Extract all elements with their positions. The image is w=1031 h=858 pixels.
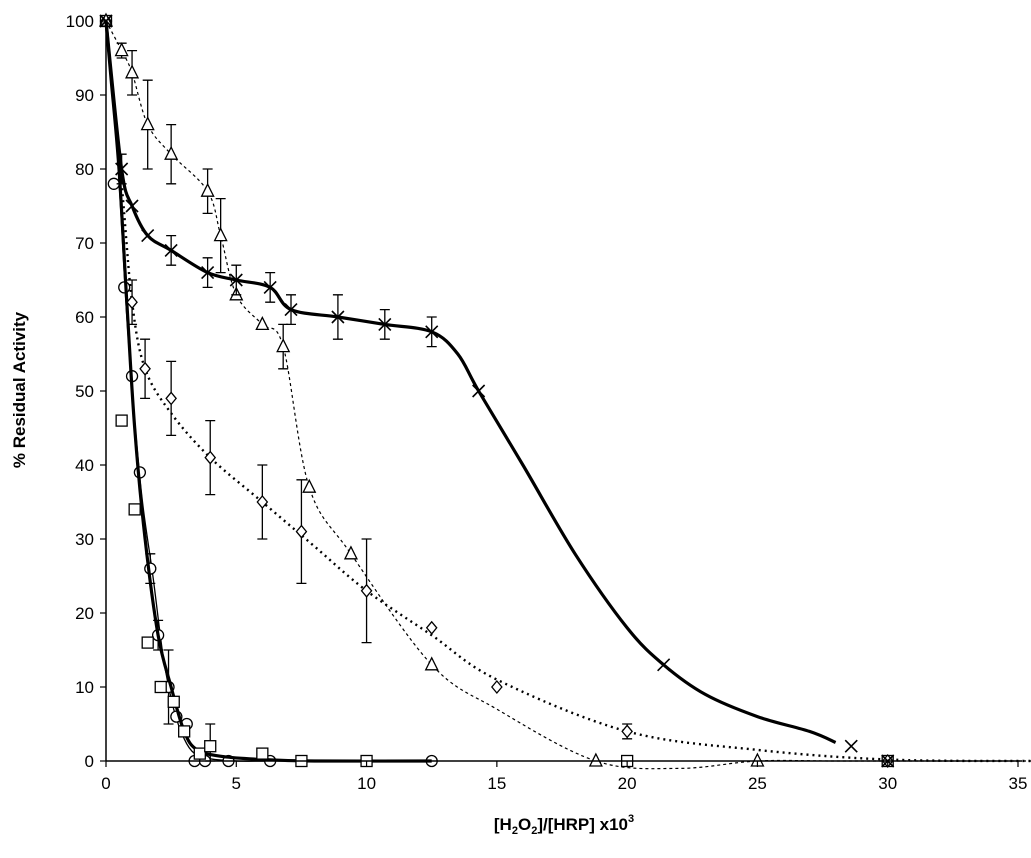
- series-line-cross: [104, 20, 837, 744]
- data-point-square: [178, 725, 191, 738]
- x-tick-label: 25: [748, 774, 767, 793]
- x-tick-label: 35: [1009, 774, 1028, 793]
- axes: [105, 20, 1022, 762]
- x-title-subscript: 2: [531, 825, 537, 837]
- series-line-triangle: [105, 20, 1031, 770]
- data-point-cross: [844, 739, 858, 753]
- series-triangle: [98, 12, 1031, 770]
- series-diamond: [100, 13, 1031, 769]
- data-point-triangle: [140, 116, 155, 131]
- data-point-triangle: [114, 42, 129, 57]
- data-point-triangle: [302, 478, 317, 493]
- data-point-triangle: [200, 182, 215, 197]
- y-tick-label: 100: [66, 12, 94, 31]
- data-point-cross: [125, 199, 139, 213]
- data-point-cross: [331, 310, 345, 324]
- y-tick-label: 30: [75, 530, 94, 549]
- x-axis-title: [H2O2]/[HRP] x103: [494, 813, 634, 837]
- data-point-square: [128, 503, 141, 516]
- data-point-square: [154, 680, 167, 694]
- data-point-cross: [472, 384, 486, 398]
- x-title-subscript: 2: [512, 825, 518, 837]
- data-point-square: [256, 747, 269, 760]
- data-point-triangle: [125, 64, 140, 79]
- data-point-square: [141, 636, 154, 649]
- data-point-cross: [425, 325, 439, 339]
- data-point-diamond: [139, 361, 151, 376]
- data-point-square: [193, 747, 206, 760]
- data-point-diamond: [256, 494, 269, 510]
- y-axis-title: % Residual Activity: [10, 311, 29, 468]
- data-point-diamond: [126, 295, 138, 310]
- data-point-cross: [164, 243, 178, 257]
- x-title-part: O: [518, 815, 531, 834]
- y-tick-label: 40: [75, 456, 94, 475]
- series-line-diamond: [104, 20, 1031, 763]
- ticks: 0 5 10 15 20 25 30 35 0 10 20 30 40 50 60 70 80 90 100: [66, 12, 1028, 793]
- y-tick-label: 0: [85, 752, 94, 771]
- x-title-superscript: 3: [628, 813, 634, 825]
- data-point-diamond: [425, 620, 438, 635]
- data-point-square: [115, 414, 128, 427]
- data-point-diamond: [295, 524, 308, 539]
- y-tick-label: 80: [75, 160, 94, 179]
- x-title-part: [H: [494, 815, 512, 834]
- x-tick-label: 15: [487, 774, 506, 793]
- data-point-diamond: [360, 583, 373, 598]
- data-point-diamond: [204, 450, 217, 465]
- x-title-part: ]/[HRP] x10: [537, 815, 628, 834]
- y-tick-label: 90: [75, 86, 94, 105]
- data-point-cross: [284, 303, 298, 317]
- data-point-diamond: [621, 724, 633, 739]
- x-tick-label: 30: [878, 774, 897, 793]
- x-tick-label: 5: [232, 774, 241, 793]
- y-tick-label: 50: [75, 382, 94, 401]
- data-point-triangle: [588, 752, 603, 767]
- data-point-cross: [201, 266, 215, 280]
- x-tick-label: 0: [101, 774, 110, 793]
- data-point-triangle: [164, 145, 179, 160]
- data-point-triangle: [424, 656, 439, 671]
- plot-area: [98, 12, 1031, 770]
- data-point-square: [204, 740, 217, 753]
- data-point-triangle: [276, 338, 291, 353]
- data-point-cross: [263, 280, 277, 294]
- data-point-triangle: [213, 227, 228, 242]
- series-cross: [99, 14, 895, 768]
- y-tick-label: 60: [75, 308, 94, 327]
- y-tick-label: 10: [75, 678, 94, 697]
- data-point-diamond: [165, 391, 177, 406]
- data-point-cross: [378, 317, 392, 331]
- series-square: [99, 14, 894, 768]
- x-tick-label: 10: [357, 774, 376, 793]
- data-point-triangle: [255, 315, 270, 331]
- data-point-cross: [657, 658, 671, 672]
- data-point-triangle: [343, 545, 358, 560]
- data-point-cross: [141, 229, 155, 243]
- data-point-cross: [229, 273, 243, 287]
- y-tick-label: 20: [75, 604, 94, 623]
- data-point-square: [167, 695, 180, 708]
- data-point-diamond: [491, 679, 503, 695]
- x-tick-label: 20: [618, 774, 637, 793]
- data-point-cross: [115, 162, 129, 176]
- y-tick-label: 70: [75, 234, 94, 253]
